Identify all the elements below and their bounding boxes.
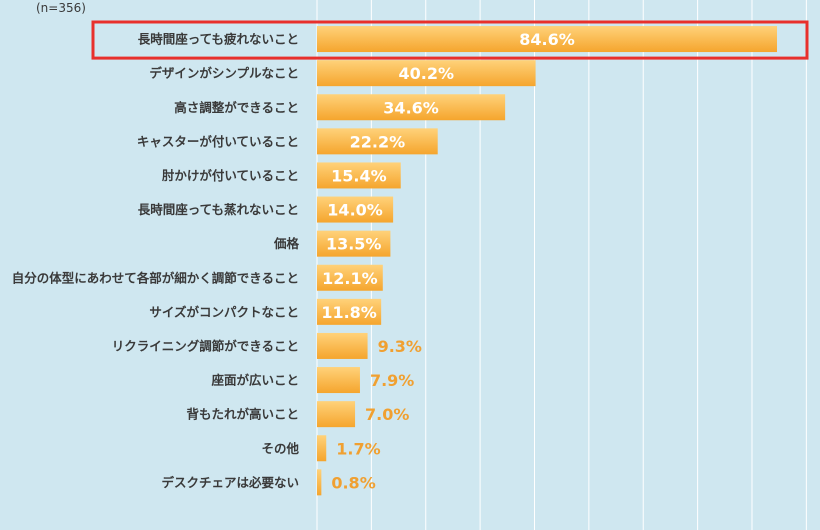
category-label: 背もたれが高いこと [186, 407, 299, 422]
value-label: 12.1% [322, 269, 378, 288]
value-label: 9.3% [378, 337, 422, 356]
bar [317, 128, 438, 155]
value-label: 22.2% [350, 132, 406, 151]
bar [317, 435, 327, 462]
category-label: 自分の体型にあわせて各部が細かく調節できること [12, 270, 299, 285]
bar [317, 26, 777, 53]
category-label: 長時間座っても蒸れないこと [138, 202, 299, 217]
category-label: キャスターが付いていること [137, 134, 299, 149]
category-label: 肘かけが付いていること [162, 168, 299, 183]
grid [316, 0, 807, 530]
category-label: 価格 [273, 236, 300, 251]
value-label: 7.0% [365, 405, 409, 424]
category-label: 高さ調整ができること [174, 100, 299, 115]
category-label: 座面が広いこと [210, 373, 299, 388]
value-label: 7.9% [370, 371, 414, 390]
category-label: その他 [261, 441, 299, 456]
value-label: 34.6% [383, 98, 439, 117]
bars [317, 26, 777, 496]
bar [317, 94, 506, 121]
bar [317, 367, 360, 394]
value-label: 11.8% [321, 303, 377, 322]
value-label: 40.2% [399, 64, 455, 83]
bar [317, 230, 391, 257]
sample-size-note: (n=356) [36, 1, 86, 15]
value-label: 1.7% [336, 439, 380, 458]
labels: 長時間座っても疲れないこと 84.6% デザインがシンプルなこと 40.2% 高さ調整が… [12, 30, 575, 492]
value-label: 13.5% [326, 235, 382, 254]
category-label: リクライニング調節ができること [112, 338, 299, 353]
highlight-box [91, 20, 809, 60]
bar [317, 401, 356, 428]
category-label: サイズがコンパクトなこと [149, 304, 299, 319]
category-label: 長時間座っても疲れないこと [138, 32, 299, 47]
value-label: 14.0% [327, 201, 383, 220]
bar [317, 162, 401, 189]
bar [317, 60, 536, 87]
bar [317, 298, 382, 325]
bar [317, 469, 322, 496]
bar [317, 264, 383, 291]
value-label: 15.4% [331, 166, 387, 185]
bar [317, 332, 368, 359]
category-label: デザインがシンプルなこと [149, 66, 299, 81]
bar [317, 196, 394, 223]
value-label: 0.8% [331, 473, 375, 492]
value-label: 84.6% [519, 30, 575, 49]
category-label: デスクチェアは必要ない [161, 475, 299, 490]
